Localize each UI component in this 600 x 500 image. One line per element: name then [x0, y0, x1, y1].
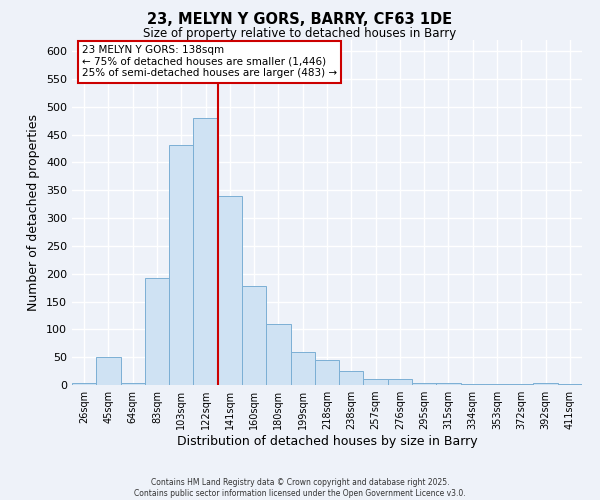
Bar: [193, 118, 218, 385]
Bar: [339, 371, 364, 385]
Bar: [509, 384, 533, 385]
Bar: [72, 384, 96, 385]
Bar: [558, 384, 582, 385]
Bar: [461, 384, 485, 385]
Bar: [436, 384, 461, 385]
Text: 23, MELYN Y GORS, BARRY, CF63 1DE: 23, MELYN Y GORS, BARRY, CF63 1DE: [148, 12, 452, 28]
Bar: [145, 278, 169, 385]
Bar: [266, 324, 290, 385]
Bar: [169, 144, 193, 385]
Bar: [388, 380, 412, 385]
Text: 23 MELYN Y GORS: 138sqm
← 75% of detached houses are smaller (1,446)
25% of semi: 23 MELYN Y GORS: 138sqm ← 75% of detache…: [82, 45, 337, 78]
Bar: [533, 384, 558, 385]
Bar: [315, 360, 339, 385]
Bar: [290, 352, 315, 385]
Text: Contains HM Land Registry data © Crown copyright and database right 2025.
Contai: Contains HM Land Registry data © Crown c…: [134, 478, 466, 498]
Bar: [218, 196, 242, 385]
Bar: [364, 380, 388, 385]
Y-axis label: Number of detached properties: Number of detached properties: [28, 114, 40, 311]
Bar: [412, 384, 436, 385]
Bar: [96, 357, 121, 385]
Bar: [121, 384, 145, 385]
Text: Size of property relative to detached houses in Barry: Size of property relative to detached ho…: [143, 28, 457, 40]
Bar: [485, 384, 509, 385]
Bar: [242, 286, 266, 385]
X-axis label: Distribution of detached houses by size in Barry: Distribution of detached houses by size …: [176, 435, 478, 448]
